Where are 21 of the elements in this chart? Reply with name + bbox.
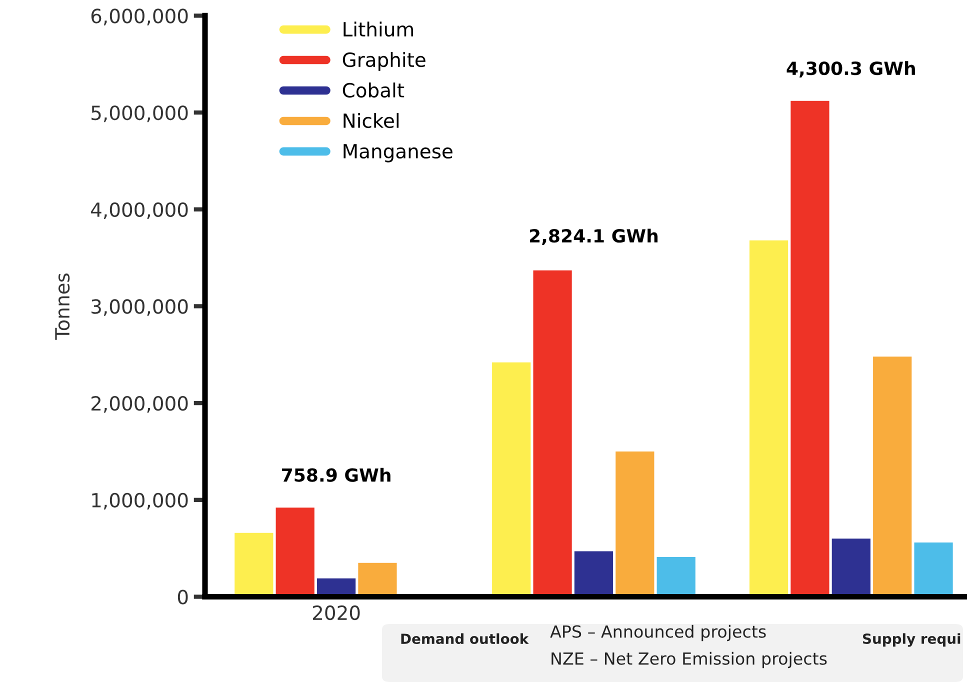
y-tick-label: 0	[178, 590, 188, 604]
legend-label: Graphite	[342, 52, 426, 71]
text: APS – Announced projects	[550, 624, 766, 642]
annotation: 2,824.1 GWh	[530, 228, 658, 245]
text: Demand outlook	[401, 633, 529, 644]
annotation: 758.9 GWh	[282, 468, 390, 482]
y-tick-label: 6,000,000	[91, 8, 188, 26]
annotation: 4,300.3 GWh	[786, 61, 915, 78]
legend-label: Manganese	[344, 144, 452, 162]
legend-label: Cobalt	[342, 82, 404, 98]
legend-label: Nickel	[344, 113, 399, 128]
y-tick-label: 2,000,000	[91, 396, 188, 413]
text: NZE – Net Zero Emission projects	[552, 652, 827, 668]
x-tick-label: 2020	[312, 605, 360, 620]
text: Supply requi	[862, 633, 960, 647]
y-axis-title: Tonnes	[55, 274, 70, 340]
y-tick-label: 5,000,000	[92, 105, 188, 122]
y-tick-label: 4,000,000	[91, 202, 188, 220]
y-tick-label: 1,000,000	[92, 492, 188, 510]
y-tick-label: 3,000,000	[92, 299, 188, 316]
legend-label: Lithium	[344, 22, 413, 37]
